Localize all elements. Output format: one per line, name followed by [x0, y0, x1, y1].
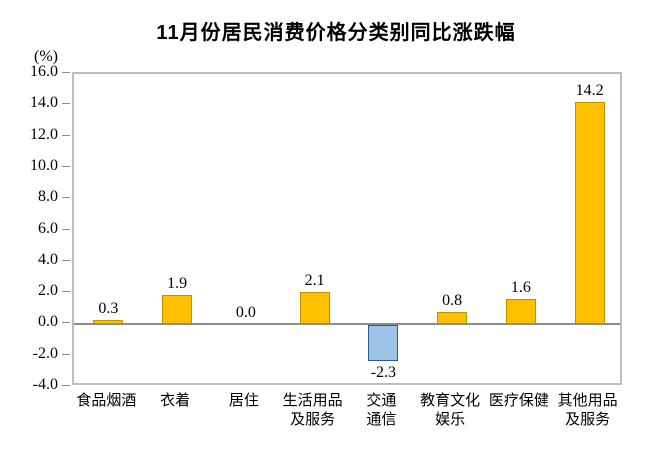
y-tick-mark — [62, 228, 70, 230]
y-tick-label: -2.0 — [32, 344, 58, 362]
x-tick-label: 医疗保健 — [488, 393, 549, 409]
y-tick-mark — [62, 259, 70, 261]
y-axis: 16.0 14.0 12.0 10.0 8.0 6.0 4.0 2.0 0.0 -2.0 -4.0 — [0, 63, 72, 393]
y-tick-label: 10.0 — [30, 156, 58, 174]
y-tick-mark — [62, 291, 70, 293]
y-tick-label: 4.0 — [38, 250, 58, 268]
zero-line — [74, 323, 620, 326]
y-tick-label: 8.0 — [38, 188, 58, 206]
x-tick-label: 交通 通信 — [366, 393, 397, 428]
y-tick-mark — [62, 134, 70, 136]
x-tick-label: 教育文化 娱乐 — [420, 393, 481, 428]
bar-0 — [93, 319, 124, 325]
x-axis: 食品烟酒 衣着 居住 生活用品 及服务 交通 通信 教育文化 娱乐 医疗保健 其他用品 及服务 — [72, 392, 622, 452]
y-tick-label: 2.0 — [38, 282, 58, 300]
bar-6 — [505, 299, 536, 325]
plot-area: 0.3 1.9 0.0 2.1 -2.3 0.8 1.6 14.2 — [72, 72, 622, 385]
bar-value-label: 0.3 — [98, 299, 119, 317]
bar-value-label: 0.8 — [442, 291, 463, 309]
bar-4 — [368, 325, 399, 362]
bar-3 — [299, 291, 330, 325]
y-tick-label: 16.0 — [30, 63, 58, 80]
bar-value-label: 14.2 — [575, 82, 604, 100]
bar-value-label: 0.0 — [235, 304, 256, 322]
bar-7 — [574, 102, 605, 325]
y-tick-mark — [62, 385, 70, 386]
bar-value-label: 2.1 — [304, 271, 325, 289]
y-tick-mark — [62, 353, 70, 355]
bar-value-label: 1.9 — [167, 274, 188, 292]
chart-title: 11月份居民消费价格分类别同比涨跌幅 — [156, 22, 516, 44]
bars-group: 0.3 1.9 0.0 2.1 -2.3 0.8 1.6 14.2 — [74, 74, 620, 383]
x-tick-label: 生活用品 及服务 — [282, 393, 343, 428]
y-axis-unit-label: (%) — [34, 48, 58, 65]
bar-value-label: -2.3 — [370, 364, 397, 382]
bar-1 — [162, 294, 193, 325]
y-tick-mark — [62, 72, 70, 73]
bar-value-label: 1.6 — [510, 279, 531, 297]
y-tick-mark — [62, 197, 70, 199]
y-tick-mark — [62, 165, 70, 167]
y-tick-label: 14.0 — [30, 94, 58, 112]
y-tick-label: 0.0 — [38, 313, 58, 331]
y-tick-label: 6.0 — [38, 219, 58, 237]
y-tick-label: 12.0 — [30, 125, 58, 143]
y-tick-mark — [62, 103, 70, 105]
bar-5 — [437, 311, 468, 325]
y-tick-mark — [62, 322, 70, 324]
x-tick-label: 食品烟酒 — [76, 393, 137, 409]
x-tick-label: 其他用品 及服务 — [557, 393, 618, 428]
x-tick-label: 居住 — [228, 393, 259, 409]
y-tick-label: -4.0 — [32, 376, 58, 393]
x-tick-label: 衣着 — [160, 393, 191, 409]
